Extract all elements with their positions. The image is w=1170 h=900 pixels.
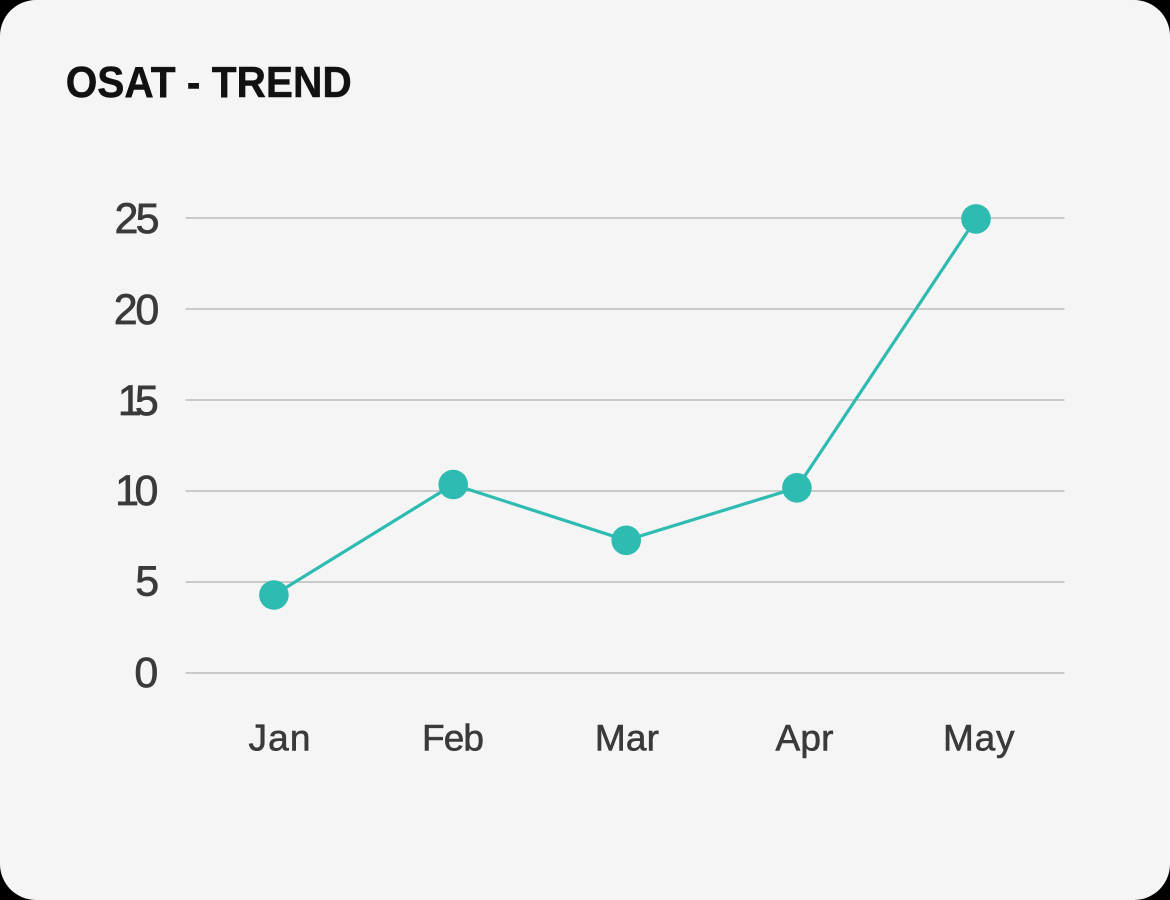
svg-text:May: May bbox=[943, 718, 1015, 759]
svg-text:Apr: Apr bbox=[776, 718, 834, 759]
svg-text:Mar: Mar bbox=[595, 718, 659, 759]
svg-text:OSAT - TREND: OSAT - TREND bbox=[66, 58, 352, 107]
svg-text:20: 20 bbox=[114, 286, 160, 334]
svg-text:5: 5 bbox=[135, 558, 159, 606]
svg-text:25: 25 bbox=[115, 195, 160, 243]
svg-text:Feb: Feb bbox=[422, 718, 484, 759]
svg-text:0: 0 bbox=[134, 649, 158, 697]
svg-text:10: 10 bbox=[115, 467, 158, 515]
svg-text:Jan: Jan bbox=[249, 718, 311, 759]
svg-text:15: 15 bbox=[118, 377, 159, 425]
